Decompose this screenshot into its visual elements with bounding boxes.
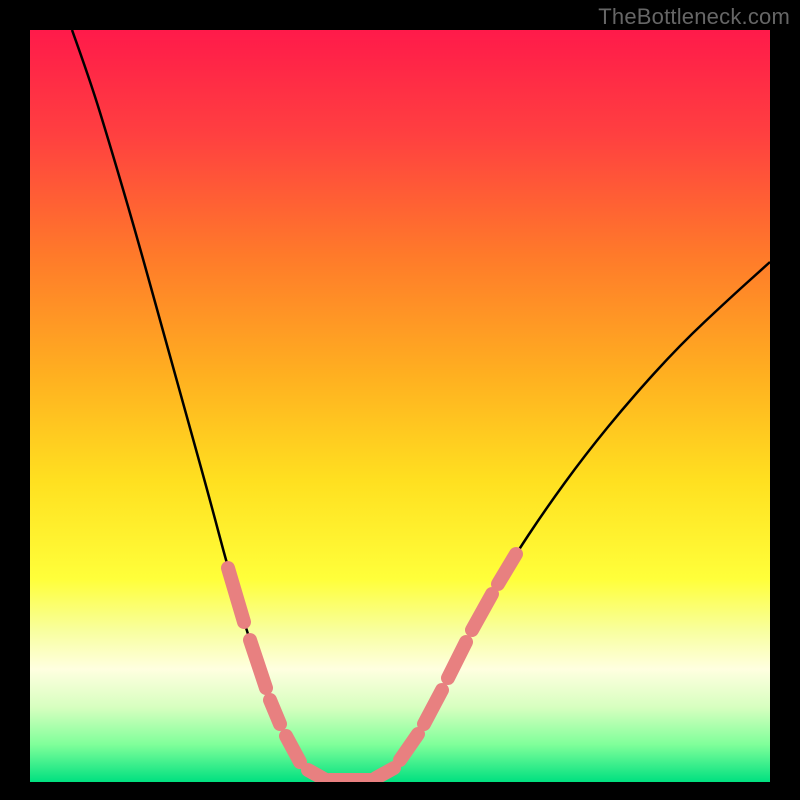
bottleneck-chart: TheBottleneck.com xyxy=(0,0,800,800)
overlay-segment xyxy=(376,768,394,778)
watermark-label: TheBottleneck.com xyxy=(598,4,790,30)
chart-svg xyxy=(0,0,800,800)
overlay-segment xyxy=(308,770,324,779)
overlay-segment xyxy=(270,700,280,724)
